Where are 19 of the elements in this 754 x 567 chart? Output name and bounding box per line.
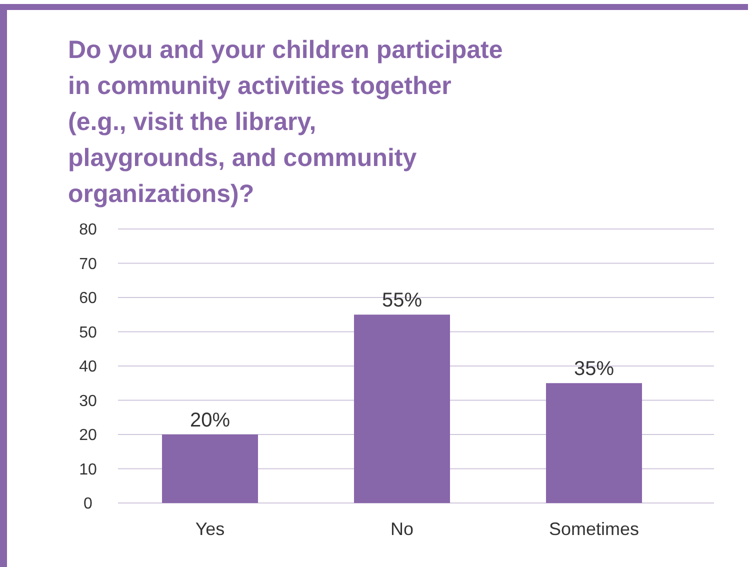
- data-label: 55%: [382, 290, 422, 312]
- data-label: 20%: [190, 410, 230, 432]
- y-tick-label: 0: [84, 496, 93, 513]
- y-tick-label: 30: [79, 392, 97, 410]
- y-tick-label: 50: [79, 324, 97, 342]
- data-label: 35%: [574, 358, 614, 380]
- x-tick-label: No: [390, 519, 414, 539]
- y-tick-label: 20: [79, 427, 97, 444]
- y-tick-label: 80: [79, 222, 97, 239]
- x-tick-label: Yes: [195, 519, 225, 539]
- bar: [162, 434, 258, 503]
- y-tick-label: 70: [79, 256, 97, 273]
- x-tick-label: Sometimes: [548, 519, 640, 539]
- chart-title: Do you and your children participate in community activities together (e.g., visit the library, playgrounds, and community organizations)?: [68, 36, 503, 208]
- bar: [546, 383, 642, 503]
- y-tick-label: 10: [79, 461, 97, 478]
- y-tick-label: 60: [79, 290, 97, 308]
- y-tick-label: 40: [79, 358, 97, 376]
- bar: [354, 314, 450, 503]
